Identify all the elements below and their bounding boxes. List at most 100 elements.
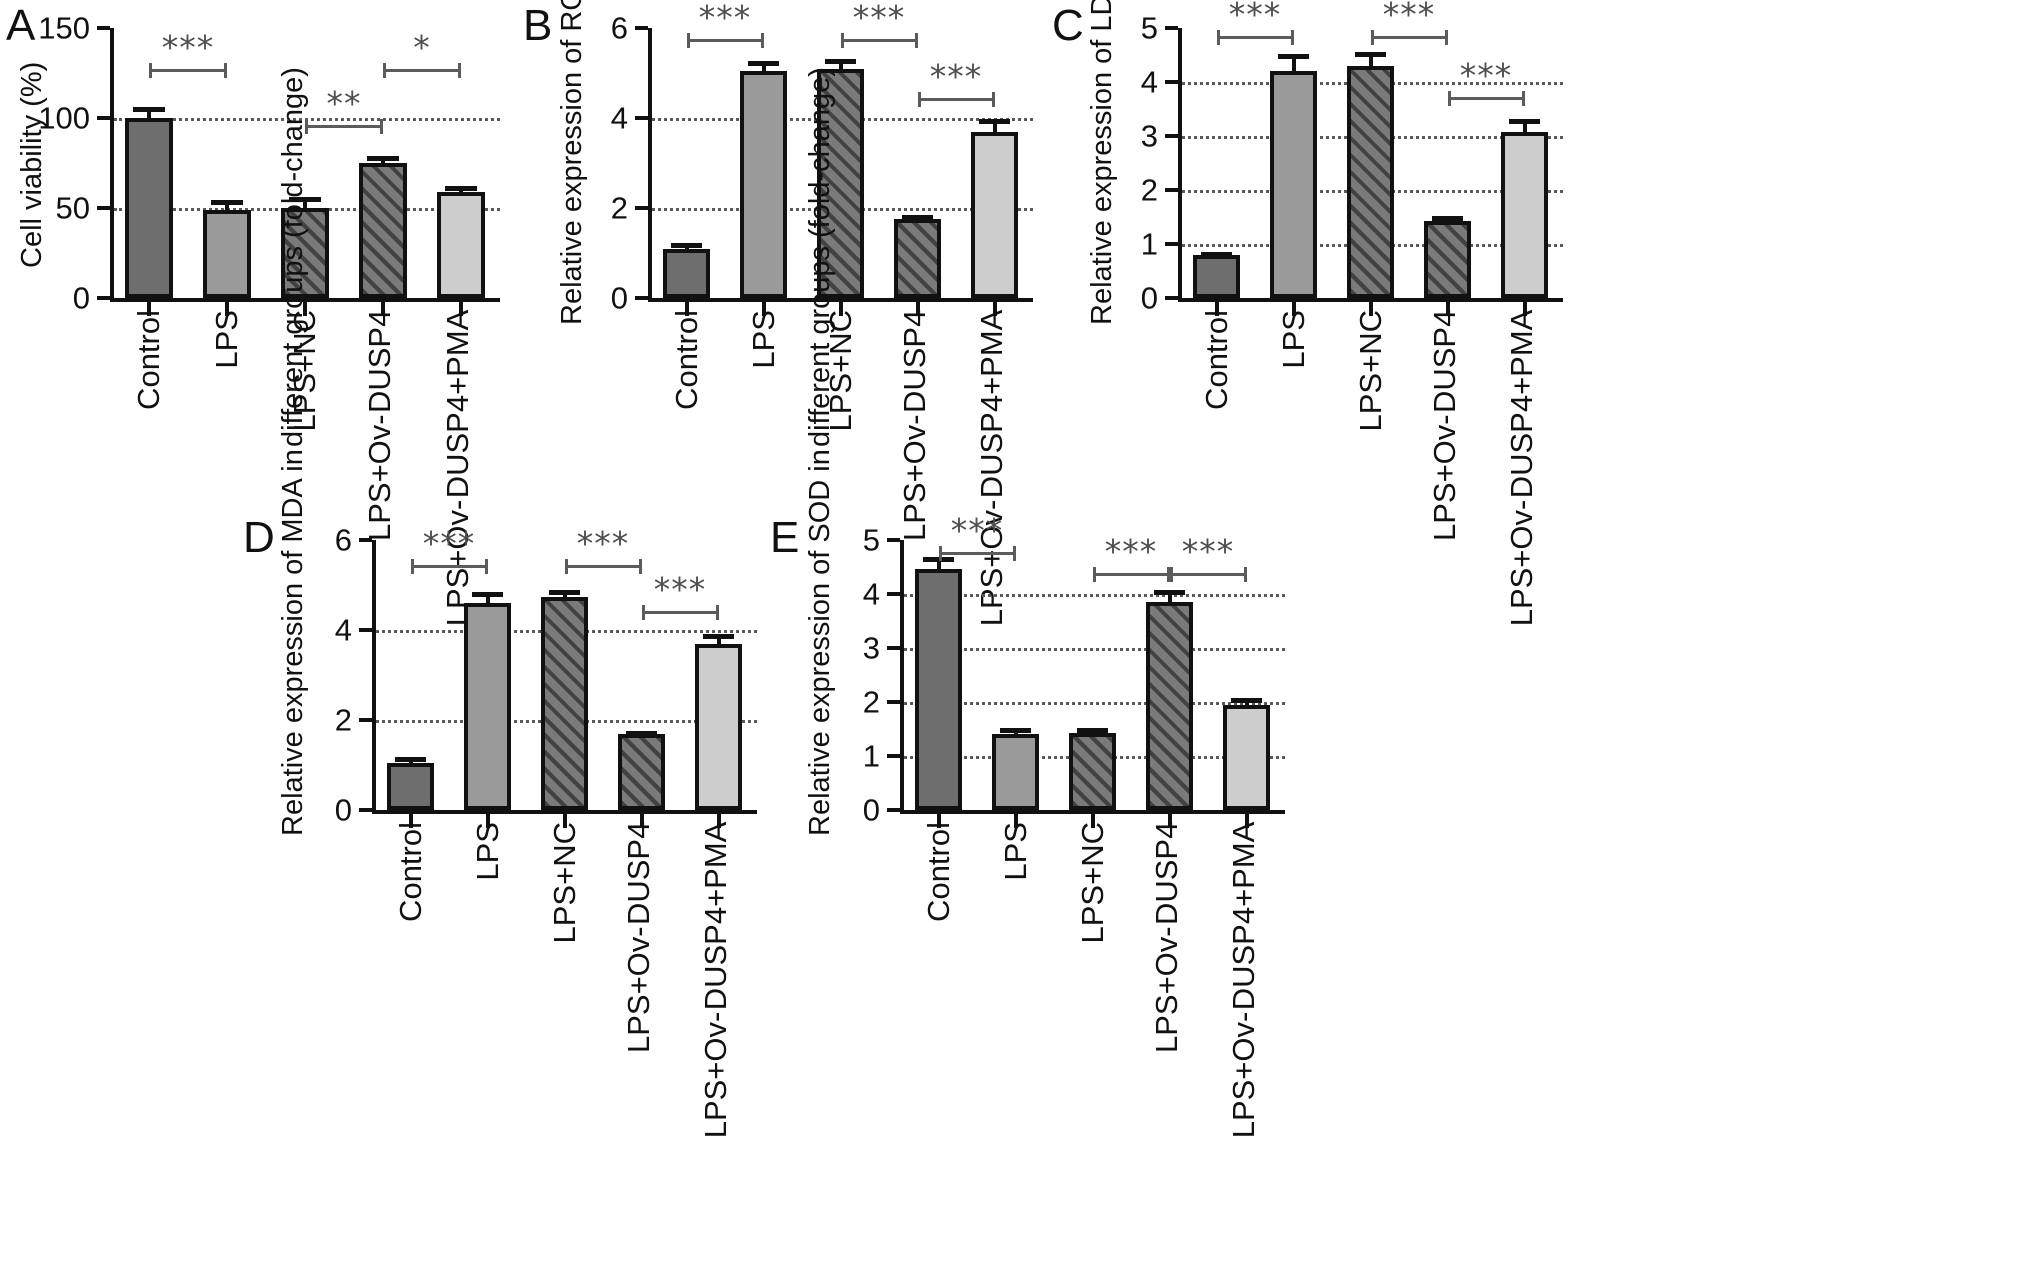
- x-tick: [838, 302, 843, 316]
- y-axis-line: [372, 540, 376, 810]
- y-axis-line: [900, 540, 904, 810]
- x-tick: [303, 302, 307, 316]
- bar: [694, 643, 743, 810]
- x-tick: [1291, 302, 1296, 316]
- error-bar-cap: [1354, 52, 1387, 58]
- error-bar: [1368, 52, 1373, 68]
- y-tick: [887, 700, 900, 704]
- significance-bracket: [1216, 30, 1294, 46]
- bar: [1068, 732, 1117, 810]
- error-bar: [992, 118, 997, 134]
- error-bar-cap: [445, 186, 477, 192]
- bar: [463, 603, 512, 810]
- y-tick: [1165, 26, 1178, 30]
- significance-stars: ***: [1228, 0, 1282, 35]
- bar: [1346, 65, 1395, 298]
- y-axis-label-line: different groups (fold-change): [804, 67, 836, 448]
- y-tick-label: 5: [1140, 10, 1158, 46]
- error-bar-cap: [747, 60, 780, 66]
- plot-area: 0 1 2 3 4 5 *** *** ***: [1141, 0, 1563, 314]
- error-bar-cap: [1230, 698, 1263, 704]
- error-bar-cap: [133, 107, 165, 113]
- y-tick: [635, 26, 648, 30]
- x-axis-line: [900, 810, 1285, 814]
- error-bar-cap: [1200, 252, 1233, 258]
- significance-stars: **: [326, 84, 362, 124]
- plot-area: 0 50 100 150 *** ** *: [38, 13, 500, 314]
- gridline: [904, 648, 1285, 651]
- gridline: [904, 702, 1285, 705]
- error-bar: [225, 199, 229, 212]
- bar: [991, 734, 1040, 810]
- y-tick-label: 2: [334, 702, 352, 738]
- y-tick: [635, 206, 648, 210]
- x-axis-line: [1178, 298, 1563, 302]
- error-bar: [303, 197, 307, 210]
- error-bar-cap: [367, 155, 399, 161]
- x-axis-label: LPS+NC: [1075, 822, 1110, 943]
- error-bar: [1167, 590, 1172, 605]
- x-tick: [459, 302, 463, 316]
- significance-stars: ***: [852, 0, 906, 38]
- y-tick-label: 4: [862, 576, 880, 612]
- error-bar-cap: [211, 199, 243, 205]
- error-bar-cap: [1076, 728, 1109, 734]
- error-bar-cap: [394, 757, 427, 763]
- x-axis-label-line: LPS: [997, 822, 1033, 881]
- significance-bracket: [840, 33, 918, 49]
- y-tick-label: 1: [1140, 226, 1158, 262]
- y-tick: [359, 808, 372, 812]
- bar: [816, 68, 865, 298]
- error-bar-cap: [1277, 53, 1310, 59]
- error-bar-cap: [901, 214, 934, 220]
- significance-stars: ***: [1181, 532, 1235, 572]
- y-tick: [1165, 242, 1178, 246]
- y-axis-label: Relative expression of SOD in different g…: [804, 67, 836, 836]
- error-bar-cap: [1153, 590, 1186, 596]
- significance-stars: *: [413, 28, 431, 68]
- y-tick: [887, 808, 900, 812]
- significance-bracket: [383, 63, 461, 79]
- y-tick-label: 4: [334, 612, 352, 648]
- y-tick-label: 0: [72, 280, 90, 316]
- significance-stars: ***: [1382, 0, 1436, 35]
- y-tick: [635, 296, 648, 300]
- error-bar-cap: [548, 590, 581, 596]
- significance-bracket: [1092, 567, 1170, 583]
- x-tick: [639, 814, 644, 828]
- significance-stars: ***: [929, 56, 983, 96]
- x-tick: [1013, 814, 1018, 828]
- y-tick-label: 0: [334, 792, 352, 828]
- significance-stars: ***: [576, 523, 630, 563]
- x-axis-label-line: LPS+Ov-: [1225, 1011, 1261, 1139]
- y-tick: [97, 296, 110, 300]
- error-bar: [936, 556, 941, 571]
- bar: [202, 209, 252, 298]
- error-bar: [1522, 118, 1527, 135]
- x-tick: [1522, 302, 1527, 316]
- y-axis-line: [648, 28, 652, 298]
- error-bar-cap: [1508, 118, 1541, 124]
- x-axis-label-line: DUSP4: [1148, 822, 1184, 926]
- y-tick-label: 1: [862, 738, 880, 774]
- y-tick: [887, 646, 900, 650]
- y-tick: [97, 26, 110, 30]
- significance-bracket: [917, 91, 995, 107]
- x-axis-label: Control: [920, 822, 956, 922]
- error-bar-cap: [289, 197, 321, 203]
- y-tick-label: 4: [1140, 64, 1158, 100]
- x-tick: [936, 814, 941, 828]
- significance-stars: ***: [653, 570, 707, 610]
- error-bar-cap: [999, 727, 1032, 733]
- x-tick: [915, 302, 920, 316]
- significance-bracket: [564, 558, 642, 574]
- y-tick-label: 6: [610, 10, 628, 46]
- significance-bracket: [1370, 30, 1448, 46]
- x-axis-label-line: Control: [920, 822, 956, 922]
- y-tick-label: 0: [1140, 280, 1158, 316]
- y-tick-label: 4: [610, 100, 628, 136]
- x-axis-label: LPS+Ov- DUSP4+PMA: [1225, 822, 1261, 1139]
- y-tick-label: 150: [38, 10, 90, 46]
- y-tick: [1165, 80, 1178, 84]
